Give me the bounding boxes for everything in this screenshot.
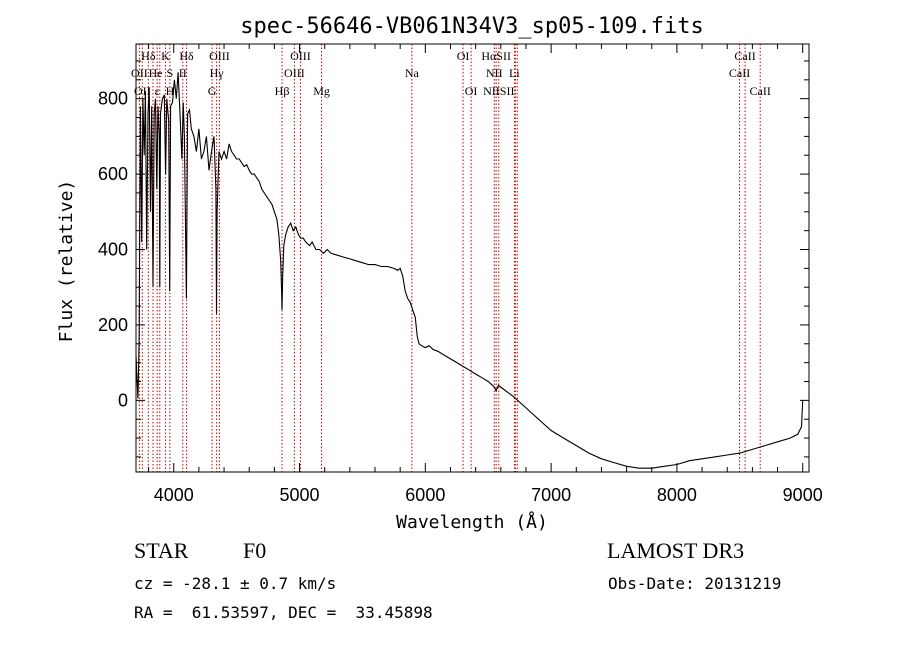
marker-label-18: CaII [729,66,750,80]
marker-label-17: Li [509,66,520,80]
marker-label-9: H [149,66,158,80]
x-tick-label: 9000 [783,485,823,505]
marker-label-25: OI [465,84,478,98]
marker-label-22: G [208,84,217,98]
marker-label-1: K [161,49,170,63]
marker-label-2: Hδ [179,49,194,63]
marker-label-23: Hβ [275,84,290,98]
marker-label-16: NII [486,66,503,80]
object-class-label: STAR [134,538,189,563]
marker-label-8: OII [131,66,148,80]
marker-label-27: CaII [750,84,771,98]
marker-label-11: S [166,66,173,80]
marker-label-26: NIISII [483,84,514,98]
spectrum-series-line [135,72,804,469]
marker-label-12: II [179,66,187,80]
marker-label-4: OIII [290,49,311,63]
y-tick-label: 800 [98,89,128,109]
obs-date-text: Obs-Date: 20131219 [608,574,782,593]
marker-label-20: ε [155,84,160,98]
marker-label-13: Hγ [210,66,225,80]
marker-label-10: e [157,66,162,80]
marker-label-5: OI [457,49,470,63]
marker-label-19: OII [134,84,151,98]
marker-label-14: OIII [284,66,305,80]
marker-label-15: Na [405,66,420,80]
x-tick-label: 5000 [280,485,320,505]
marker-label-0: Hδ [141,49,156,63]
emission-line-markers [138,44,761,472]
y-axis-label: Flux (relative) [56,180,77,343]
marker-label-6: HαSII [481,49,511,63]
x-tick-label: 8000 [657,485,697,505]
chart-title: spec-56646-VB061N34V3_sp05-109.fits [240,14,704,39]
marker-label-24: Mg [313,84,330,98]
axis-tick-labels: 4000 5000 6000 7000 8000 9000 0 200 400 600 800 [98,89,823,505]
x-tick-label: 4000 [154,485,194,505]
survey-label: LAMOST DR3 [607,538,745,563]
marker-label-7: CaII [734,49,755,63]
y-tick-label: 0 [118,390,128,410]
x-axis-label: Wavelength (Å) [396,511,548,533]
y-tick-label: 200 [98,315,128,335]
x-tick-label: 6000 [405,485,445,505]
y-tick-label: 400 [98,240,128,260]
axis-ticks [136,44,809,472]
x-tick-label: 7000 [531,485,571,505]
marker-label-3: OIII [209,49,230,63]
ra-dec-text: RA = 61.53597, DEC = 33.45898 [134,603,433,622]
object-subclass-label: F0 [243,538,267,563]
marker-label-21: H [166,84,175,98]
y-tick-label: 600 [98,164,128,184]
redshift-cz-text: cz = -28.1 ± 0.7 km/s [134,574,337,593]
plot-frame [135,43,810,473]
